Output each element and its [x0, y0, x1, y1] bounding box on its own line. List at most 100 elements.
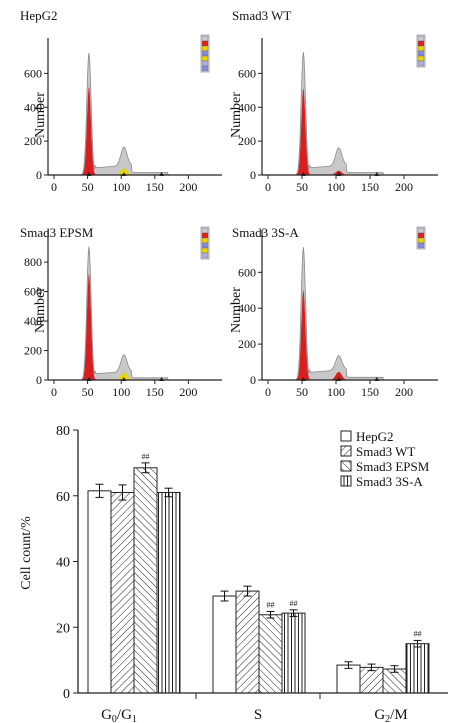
gate-legend-swatch [201, 35, 209, 42]
g2m-peak [115, 372, 132, 380]
y-tick-label: 0 [250, 373, 256, 387]
gate-legend-swatch [201, 55, 209, 62]
bar [212, 595, 237, 694]
panel-smad3-wt: Smad3 WT Number 0 200 400 600 0 50 100 150 200 [229, 8, 438, 194]
bar [405, 643, 430, 694]
y-tick-label: 60 [56, 490, 70, 505]
y-tick-label: 200 [24, 344, 42, 358]
x-tick-label: 200 [395, 385, 413, 399]
bar [359, 666, 384, 694]
y-tick-label: 200 [238, 134, 256, 148]
legend-label: Smad3 3S-A [356, 474, 423, 489]
g0g1-peak [82, 86, 96, 175]
gate-legend-swatch [201, 45, 209, 52]
gate-legend-box [416, 226, 426, 250]
y-tick-label: 0 [250, 168, 256, 182]
gate-legend-swatch [201, 227, 209, 234]
bar-chart: Cell count/% ## ## ## ## 0 20 40 60 80 G0/G1 S G… [19, 424, 448, 723]
x-tick-label: 100 [327, 180, 345, 194]
x-tick-label: 0 [265, 180, 271, 194]
legend-swatch [340, 445, 352, 457]
gate-legend-box [416, 34, 426, 68]
y-tick-label: 0 [36, 168, 42, 182]
gate-legend-swatch [201, 65, 209, 72]
x-tick-label: 50 [296, 180, 308, 194]
y-axis-label: Cell count/% [19, 516, 34, 590]
x-tick-label: 0 [265, 385, 271, 399]
y-tick-label: 0 [36, 373, 42, 387]
bar [281, 612, 306, 694]
g0g1-peak [82, 273, 96, 380]
gate-legend-swatch [201, 60, 209, 67]
gate-legend-swatch [417, 40, 425, 47]
gate-legend-swatch [201, 247, 209, 254]
gate-legend-swatch [417, 55, 425, 62]
y-tick-label: 400 [24, 314, 42, 328]
gate-legend-swatch [417, 35, 425, 42]
gate-legend-swatch [201, 237, 209, 244]
bar [110, 491, 135, 694]
panel-title: Smad3 3S-A [232, 225, 299, 240]
category-label-g0g1: G0/G1 [101, 707, 137, 723]
bar [336, 664, 361, 694]
legend-swatch [340, 430, 352, 442]
panel-smad3-3s-a: Smad3 3S-A Number 0 200 400 600 0 50 100 150 200 [229, 225, 438, 399]
gate-legend-swatch [201, 50, 209, 57]
x-tick-label: 0 [51, 385, 57, 399]
legend-swatch [340, 460, 352, 472]
g2m-peak [330, 371, 347, 380]
bar-area: ## ## ## ## 0 20 40 60 80 [56, 424, 448, 702]
bar [235, 590, 260, 694]
x-tick-label: 150 [361, 385, 379, 399]
bar [156, 491, 181, 694]
y-tick-label: 600 [24, 285, 42, 299]
y-tick-label: 20 [56, 621, 70, 636]
hist-area: 0 200 400 600 0 50 100 150 200 [238, 34, 438, 194]
x-tick-label: 100 [112, 385, 130, 399]
gate-legend-swatch [417, 50, 425, 57]
gate-legend-swatch [417, 237, 425, 244]
gate-legend-swatch [201, 242, 209, 249]
bar [258, 614, 283, 694]
category-label-s: S [254, 707, 262, 723]
gate-legend-box [200, 226, 210, 260]
panel-title: HepG2 [20, 8, 58, 23]
x-tick-label: 50 [296, 385, 308, 399]
y-tick-label: 40 [56, 556, 70, 571]
x-tick-label: 50 [82, 180, 94, 194]
y-tick-label: 80 [56, 424, 70, 439]
gate-legend-swatch [201, 252, 209, 259]
gate-legend-box [200, 34, 210, 73]
panel-title: Smad3 WT [232, 8, 291, 23]
y-tick-label: 0 [63, 687, 70, 702]
x-tick-label: 200 [395, 180, 413, 194]
panel-title: Smad3 EPSM [20, 225, 94, 240]
y-tick-label: 600 [238, 66, 256, 80]
gate-legend-swatch [417, 45, 425, 52]
gate-legend-swatch [201, 40, 209, 47]
y-tick-label: 400 [238, 100, 256, 114]
x-tick-label: 150 [146, 385, 164, 399]
x-tick-label: 50 [82, 385, 94, 399]
panel-hepg2: HepG2 Number 0 200 400 600 0 50 100 150 200 [20, 8, 222, 194]
x-tick-label: 200 [179, 385, 197, 399]
legend-label: Smad3 EPSM [356, 459, 430, 474]
g0g1-peak [296, 88, 311, 175]
svg-text:G0/G1: G0/G1 [101, 707, 137, 723]
hist-area: 0 200 400 600 800 0 50 100 150 200 [24, 226, 222, 399]
category-label-g2m: G2/M [374, 707, 407, 723]
y-tick-label: 600 [24, 66, 42, 80]
x-tick-label: 100 [327, 385, 345, 399]
gate-legend-swatch [417, 227, 425, 234]
significance-mark: ## [414, 629, 422, 638]
hist-area: 0 200 400 600 0 50 100 150 200 [238, 226, 438, 399]
legend-label: Smad3 WT [356, 444, 415, 459]
significance-mark: ## [290, 599, 298, 608]
y-tick-label: 400 [24, 100, 42, 114]
x-tick-label: 150 [146, 180, 164, 194]
y-tick-label: 600 [238, 265, 256, 279]
y-axis-label: Number [33, 92, 48, 138]
bar [133, 467, 158, 694]
